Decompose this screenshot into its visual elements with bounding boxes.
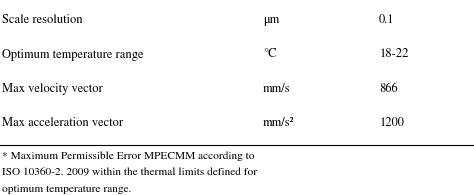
Text: optimum temperature range.: optimum temperature range.	[2, 184, 132, 194]
Text: °C: °C	[263, 49, 276, 60]
Text: Optimum temperature range: Optimum temperature range	[2, 49, 144, 61]
Text: 18-22: 18-22	[379, 49, 409, 60]
Text: Max acceleration vector: Max acceleration vector	[2, 117, 124, 129]
Text: 866: 866	[379, 83, 398, 95]
Text: mm/s: mm/s	[263, 83, 291, 95]
Text: 1200: 1200	[379, 117, 404, 129]
Text: Scale resolution: Scale resolution	[2, 15, 83, 26]
Text: μm: μm	[263, 15, 279, 26]
Text: * Maximum Permissible Error MPECMM according to: * Maximum Permissible Error MPECMM accor…	[2, 151, 255, 161]
Text: Max velocity vector: Max velocity vector	[2, 83, 103, 95]
Text: 0.1: 0.1	[379, 15, 395, 26]
Text: mm/s²: mm/s²	[263, 117, 294, 129]
Text: ISO 10360-2. 2009 within the thermal limits defined for: ISO 10360-2. 2009 within the thermal lim…	[2, 168, 257, 177]
